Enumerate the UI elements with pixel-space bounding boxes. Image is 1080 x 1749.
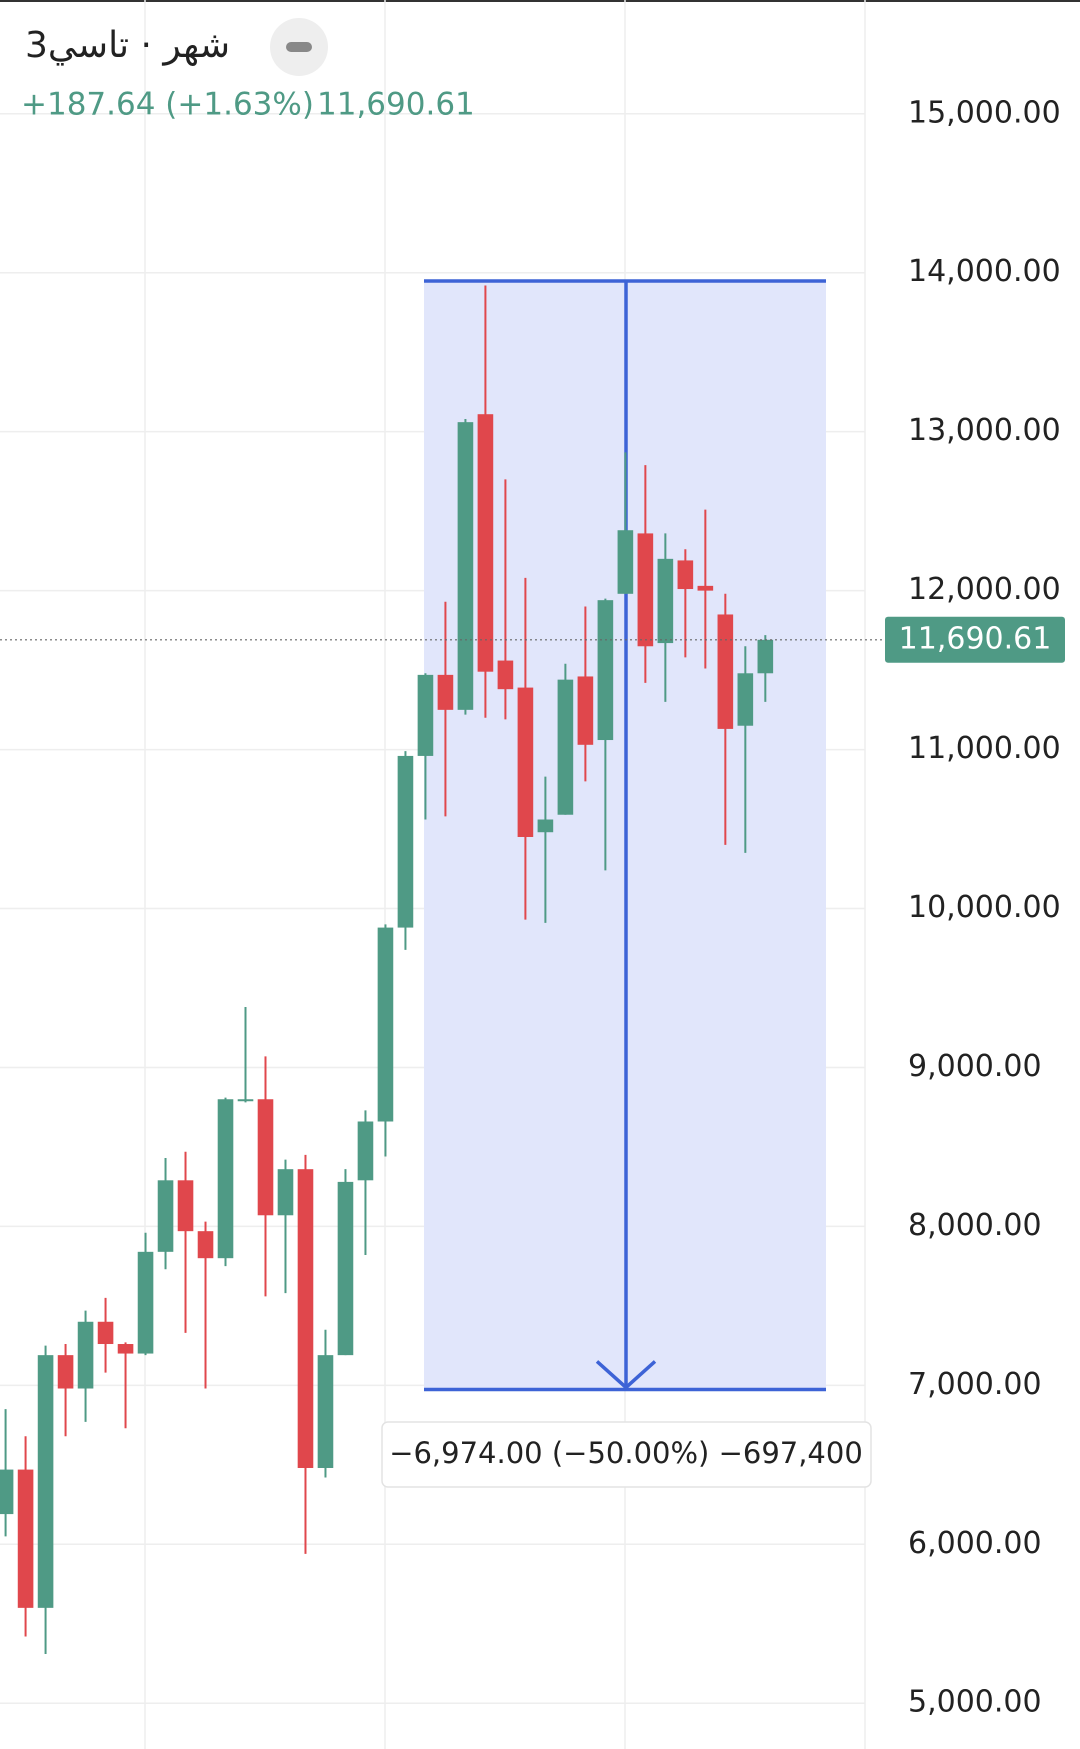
- candle-body: [697, 585, 714, 591]
- measure-arrow-head: [595, 1360, 657, 1390]
- candle-body: [617, 530, 634, 594]
- candle-body: [57, 1355, 74, 1389]
- candle-body: [77, 1321, 94, 1389]
- candle-body: [297, 1169, 314, 1468]
- candle-body: [17, 1469, 34, 1608]
- candle-body: [537, 819, 554, 833]
- candle-body: [397, 755, 414, 928]
- candle-body: [377, 927, 394, 1122]
- candle-body: [737, 673, 754, 726]
- last-price-tag: [885, 616, 1065, 663]
- collapse-icon: [286, 42, 312, 52]
- y-tick-label: 9,000.00: [908, 1049, 1042, 1084]
- y-tick-label: 10,000.00: [908, 890, 1061, 925]
- measure-label: −6,974.00 (−50.00%) −697,400: [389, 1436, 863, 1470]
- y-tick-label: 13,000.00: [908, 413, 1061, 448]
- candle-body: [657, 558, 674, 644]
- candle-body: [637, 533, 654, 647]
- chart-title: 3شهر · تاسي: [25, 25, 230, 66]
- candle-body: [437, 674, 454, 710]
- candle-body: [157, 1180, 174, 1252]
- candle-body: [757, 639, 774, 674]
- y-tick-label: 7,000.00: [908, 1367, 1042, 1402]
- candle-body: [557, 679, 574, 815]
- candle-body: [517, 687, 534, 837]
- candle-body: [457, 422, 474, 710]
- y-tick-label: 14,000.00: [908, 254, 1061, 289]
- candle-body: [597, 600, 614, 741]
- candle-body: [317, 1355, 334, 1468]
- candle-body: [0, 1469, 14, 1515]
- y-tick-label: 15,000.00: [908, 95, 1061, 130]
- price-change: +187.64 (+1.63%): [21, 87, 314, 123]
- candle-body: [677, 560, 694, 590]
- candle-body: [117, 1344, 134, 1354]
- y-tick-label: 8,000.00: [908, 1208, 1042, 1243]
- y-tick-label: 6,000.00: [908, 1526, 1042, 1561]
- candle-body: [477, 414, 494, 672]
- candle-body: [137, 1251, 154, 1354]
- candle-body: [97, 1321, 114, 1345]
- candle-body: [197, 1231, 214, 1259]
- candle-body: [217, 1099, 234, 1259]
- y-tick-label: 12,000.00: [908, 572, 1061, 607]
- y-tick-label: 5,000.00: [908, 1685, 1042, 1720]
- overlay: 11,690.61 −6,974.00 (−50.00%) −697,400: [0, 616, 1065, 1488]
- y-tick-label: 11,000.00: [908, 731, 1061, 766]
- measure-label-box: [381, 1421, 872, 1488]
- candle-body: [337, 1181, 354, 1356]
- candle-body: [497, 660, 514, 690]
- candle-body: [577, 676, 594, 745]
- candle-body: [257, 1099, 274, 1216]
- candle-body: [417, 674, 434, 756]
- candle-body: [237, 1099, 254, 1102]
- candle-body: [357, 1121, 374, 1181]
- candle-body: [177, 1180, 194, 1232]
- candle-body: [277, 1169, 294, 1216]
- last-price-label: 11,690.61: [899, 621, 1052, 656]
- candle-body: [37, 1355, 54, 1608]
- candles: [0, 285, 774, 1654]
- candle-body: [717, 614, 734, 729]
- last-price-header: 11,690.61: [317, 87, 475, 123]
